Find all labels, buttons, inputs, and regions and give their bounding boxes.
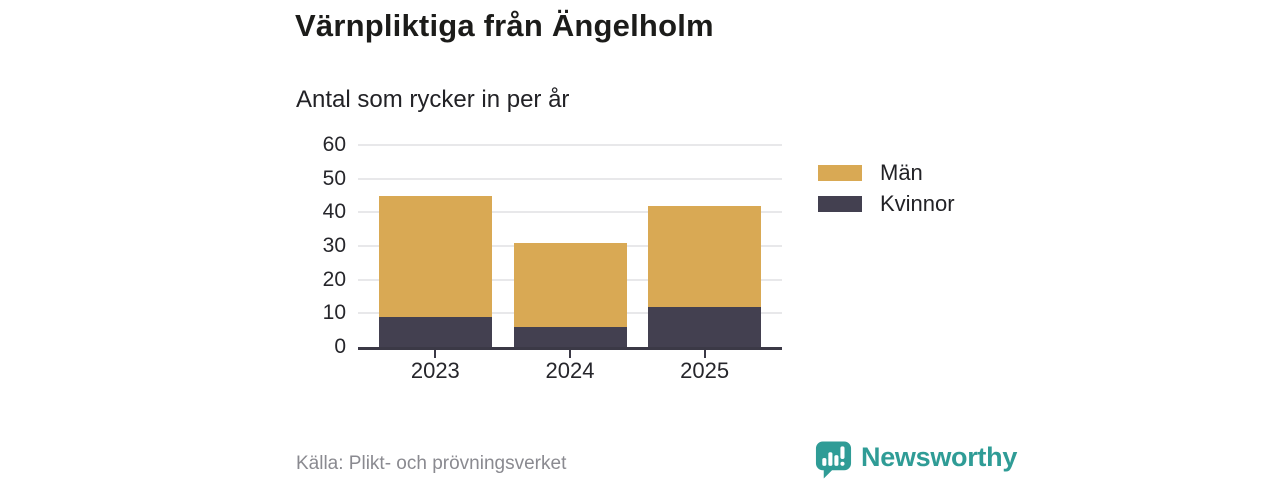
brand-logo: Newsworthy xyxy=(814,440,1017,479)
bar-segment-män-2024 xyxy=(513,242,627,327)
gridline xyxy=(358,177,782,180)
source-note: Källa: Plikt- och prövningsverket xyxy=(296,453,567,474)
bar-segment-män-2023 xyxy=(378,195,492,317)
x-axis-tick-label: 2023 xyxy=(410,358,460,383)
legend-swatch xyxy=(818,196,862,212)
legend: Män Kvinnor xyxy=(818,160,955,226)
x-axis-line xyxy=(358,347,782,350)
chart-subtitle: Antal som rycker in per år xyxy=(296,86,570,113)
gridline xyxy=(358,144,782,146)
y-axis-tick-label: 0 xyxy=(334,335,346,358)
x-axis-tick-label: 2024 xyxy=(545,358,595,383)
y-axis-tick-label: 60 xyxy=(322,133,346,156)
legend-item-män: Män xyxy=(818,160,955,185)
chart-title: Värnpliktiga från Ängelholm xyxy=(295,8,714,43)
x-axis-tick xyxy=(434,350,437,358)
newsworthy-logo-icon xyxy=(815,441,852,479)
bar-segment-kvinnor-2023 xyxy=(378,316,492,347)
legend-item-kvinnor: Kvinnor xyxy=(818,191,955,216)
bar-segment-män-2025 xyxy=(648,205,762,307)
bar-segment-kvinnor-2025 xyxy=(648,306,762,347)
legend-label: Män xyxy=(880,160,923,185)
y-axis-tick-label: 40 xyxy=(322,200,346,224)
y-axis-tick-label: 20 xyxy=(322,267,346,291)
plot-area: 0 10 20 30 40 50 60 2023 2024 2025 xyxy=(323,133,782,383)
bar-segment-kvinnor-2024 xyxy=(513,326,627,347)
legend-label: Kvinnor xyxy=(880,191,955,216)
x-axis-tick-label: 2025 xyxy=(680,358,730,383)
legend-swatch xyxy=(818,165,862,181)
y-axis-tick-label: 30 xyxy=(322,234,346,257)
x-axis-tick xyxy=(703,350,706,358)
y-axis-tick-label: 50 xyxy=(322,166,346,190)
y-axis-tick-label: 10 xyxy=(322,301,346,325)
brand-name: Newsworthy xyxy=(861,442,1018,472)
x-axis-tick xyxy=(569,350,571,358)
gridline xyxy=(358,211,782,214)
